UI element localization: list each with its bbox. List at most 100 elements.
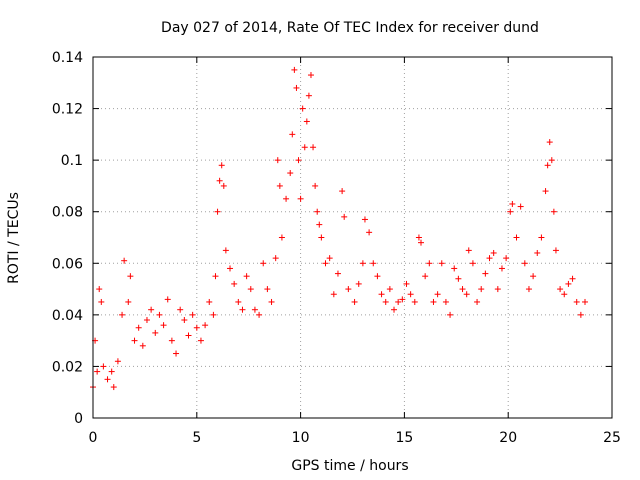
data-points <box>90 66 589 391</box>
data-point <box>548 157 555 164</box>
data-point <box>552 247 559 254</box>
data-point <box>297 195 304 202</box>
data-point <box>577 311 584 318</box>
data-point <box>326 255 333 262</box>
data-point <box>561 291 568 298</box>
data-point <box>173 350 180 357</box>
data-point <box>216 177 223 184</box>
y-tick-label: 0.04 <box>52 308 83 324</box>
data-point <box>135 324 142 331</box>
data-point <box>193 324 200 331</box>
data-point <box>422 273 429 280</box>
data-point <box>463 291 470 298</box>
data-point <box>359 260 366 267</box>
data-point <box>447 311 454 318</box>
data-point <box>235 298 242 305</box>
data-point <box>395 298 402 305</box>
data-point <box>339 188 346 195</box>
data-point <box>407 291 414 298</box>
data-point <box>210 311 217 318</box>
data-point <box>486 255 493 262</box>
data-point <box>227 265 234 272</box>
data-point <box>573 298 580 305</box>
data-point <box>513 234 520 241</box>
data-point <box>143 317 150 324</box>
data-point <box>582 298 589 305</box>
y-axis-label: ROTI / TECUs <box>6 192 22 284</box>
data-point <box>301 144 308 151</box>
data-point <box>525 286 532 293</box>
data-point <box>96 286 103 293</box>
data-point <box>382 298 389 305</box>
data-point <box>247 286 254 293</box>
data-point <box>272 255 279 262</box>
data-point <box>465 247 472 254</box>
data-point <box>411 298 418 305</box>
data-point <box>100 363 107 370</box>
data-point <box>330 291 337 298</box>
data-point <box>218 162 225 169</box>
y-tick-label: 0.14 <box>52 50 83 66</box>
data-point <box>119 311 126 318</box>
plot-frame <box>92 56 613 419</box>
y-tick-label: 0 <box>74 411 83 427</box>
data-point <box>305 92 312 99</box>
data-point <box>114 358 121 365</box>
data-point <box>469 260 476 267</box>
data-point <box>538 234 545 241</box>
data-point <box>374 273 381 280</box>
data-point <box>366 229 373 236</box>
data-point <box>370 260 377 267</box>
data-point <box>152 329 159 336</box>
data-point <box>307 72 314 79</box>
data-point <box>231 280 238 287</box>
data-point <box>283 195 290 202</box>
data-point <box>521 260 528 267</box>
x-axis-label: GPS time / hours <box>291 458 408 474</box>
data-point <box>399 296 406 303</box>
data-point <box>355 280 362 287</box>
data-point <box>322 260 329 267</box>
data-point <box>291 66 298 73</box>
data-point <box>214 208 221 215</box>
data-point <box>156 311 163 318</box>
data-point <box>104 376 111 383</box>
data-point <box>206 298 213 305</box>
data-point <box>550 208 557 215</box>
data-point <box>189 311 196 318</box>
data-point <box>351 298 358 305</box>
data-point <box>546 139 553 146</box>
data-point <box>507 208 514 215</box>
data-point <box>121 257 128 264</box>
data-point <box>378 291 385 298</box>
data-point <box>434 291 441 298</box>
data-point <box>334 270 341 277</box>
data-point <box>293 84 300 91</box>
data-point <box>482 270 489 277</box>
data-point <box>256 311 263 318</box>
data-point <box>243 273 250 280</box>
data-point <box>274 157 281 164</box>
data-point <box>264 286 271 293</box>
data-point <box>490 249 497 256</box>
x-tick-label: 0 <box>89 430 98 446</box>
data-point <box>177 306 184 313</box>
x-tick-label: 5 <box>192 430 201 446</box>
data-point <box>509 200 516 207</box>
data-point <box>168 337 175 344</box>
data-point <box>361 216 368 223</box>
data-point <box>164 296 171 303</box>
data-point <box>108 368 115 375</box>
data-point <box>426 260 433 267</box>
data-point <box>530 273 537 280</box>
data-point <box>459 286 466 293</box>
data-point <box>314 208 321 215</box>
y-tick-label: 0.08 <box>52 205 83 221</box>
data-point <box>345 286 352 293</box>
data-point <box>494 286 501 293</box>
data-point <box>185 332 192 339</box>
data-point <box>251 306 258 313</box>
data-point <box>94 368 101 375</box>
